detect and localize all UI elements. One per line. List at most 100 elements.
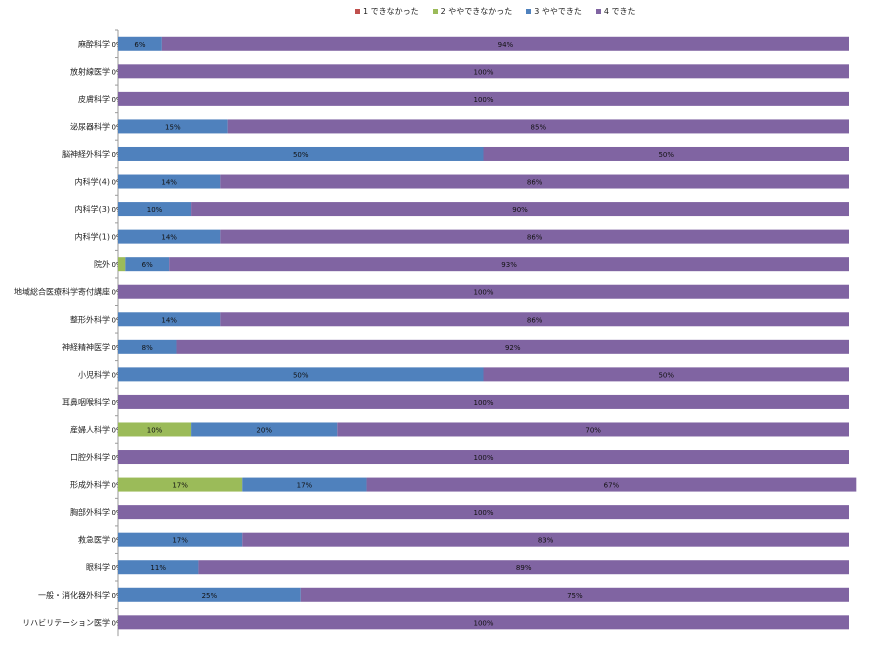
bar-segment-series-3 [118, 312, 221, 327]
legend-item-3: 3 ややできた [526, 6, 582, 17]
bar-segment-series-4 [118, 91, 849, 106]
bar-segment-series-4 [169, 257, 850, 272]
category-label: 眼科学 [86, 562, 110, 572]
data-label: 86% [527, 234, 543, 242]
category-label: 院外 [94, 259, 110, 269]
bar-segment-series-4 [118, 615, 849, 630]
data-label: 14% [161, 234, 177, 242]
bar-segment-series-4 [161, 36, 850, 51]
data-label: 0% [111, 41, 122, 49]
bar-segment-series-4 [483, 146, 849, 161]
legend-label-3: 3 ややできた [534, 7, 582, 16]
bar-segment-series-4 [118, 64, 849, 79]
data-label: 0% [111, 344, 122, 352]
data-label: 70% [585, 426, 601, 434]
bar-segment-series-4 [242, 532, 849, 547]
data-label: 86% [527, 316, 543, 324]
bar-segment-series-4 [191, 202, 850, 217]
bar-segment-series-3 [118, 532, 243, 547]
data-label: 8% [142, 344, 153, 352]
legend-item-4: 4 できた [595, 6, 636, 17]
data-label: 100% [473, 68, 493, 76]
bar-segment-series-2 [118, 477, 243, 492]
category-label: 耳鼻咽喉科学 [62, 397, 110, 407]
data-label: 15% [165, 123, 181, 131]
data-label: 0% [111, 426, 122, 434]
bar-segment-series-3 [118, 587, 301, 602]
bar-segment-series-3 [118, 146, 484, 161]
bar-segment-series-4 [227, 119, 849, 134]
data-label: 6% [134, 41, 145, 49]
chart-legend: 1 できなかった 2 ややできなかった 3 ややできた 4 できた [355, 6, 636, 17]
data-label: 0% [111, 564, 122, 572]
data-label: 10% [147, 206, 163, 214]
bar-segment-series-3 [118, 119, 228, 134]
bar-segment-series-3 [118, 174, 221, 189]
data-label: 100% [473, 289, 493, 297]
bar-segment-series-2 [118, 422, 192, 437]
data-label: 11% [150, 564, 166, 572]
data-label: 50% [293, 151, 309, 159]
category-label: 泌尿器科学 [70, 121, 110, 131]
bar-segment-series-3 [118, 36, 162, 51]
legend-swatch-2 [432, 9, 438, 14]
category-label: 内科学(1) [75, 232, 110, 242]
legend-label-4: 4 できた [603, 7, 636, 16]
data-label: 0% [111, 179, 122, 187]
data-label: 100% [473, 454, 493, 462]
bar-segment-series-4 [337, 422, 849, 437]
bar-segment-series-2 [118, 257, 126, 272]
bar-segment-series-3 [242, 477, 367, 492]
legend-swatch-3 [526, 9, 532, 14]
legend-swatch-4 [595, 9, 601, 14]
bar-segment-series-4 [198, 560, 849, 575]
data-label: 100% [473, 399, 493, 407]
bar-segment-series-3 [118, 560, 199, 575]
bar-segment-series-4 [220, 174, 850, 189]
bar-segment-series-3 [118, 367, 484, 382]
data-label: 0% [111, 619, 122, 627]
data-label: 10% [147, 426, 163, 434]
legend-item-2: 2 ややできなかった [432, 6, 513, 17]
bar-segment-series-3 [118, 339, 177, 354]
data-label: 0% [111, 234, 122, 242]
data-label: 0% [111, 371, 122, 379]
bar-segment-series-4 [220, 229, 850, 244]
category-label: 整形外科学 [70, 314, 110, 324]
data-label: 14% [161, 179, 177, 187]
data-label: 17% [297, 482, 313, 490]
data-label: 0% [111, 96, 122, 104]
bar-segment-series-3 [191, 422, 338, 437]
data-label: 14% [161, 316, 177, 324]
data-label: 0% [111, 454, 122, 462]
legend-label-2: 2 ややできなかった [440, 7, 513, 16]
category-label: 一般・消化器外科学 [38, 590, 110, 600]
category-label: 産婦人科学 [70, 424, 110, 434]
data-label: 0% [111, 123, 122, 131]
data-label: 0% [111, 151, 122, 159]
legend-label-1: 1 できなかった [363, 7, 419, 16]
data-label: 93% [501, 261, 517, 269]
data-label: 100% [473, 619, 493, 627]
data-label: 0% [111, 261, 122, 269]
data-label: 20% [256, 426, 272, 434]
bar-segment-series-3 [118, 229, 221, 244]
category-label: 内科学(3) [75, 204, 110, 214]
legend-swatch-1 [355, 9, 360, 14]
data-label: 100% [473, 509, 493, 517]
data-label: 0% [111, 206, 122, 214]
data-label: 90% [512, 206, 528, 214]
data-label: 0% [111, 592, 122, 600]
category-label: 小児科学 [78, 369, 110, 379]
data-label: 25% [202, 592, 218, 600]
data-label: 0% [111, 68, 122, 76]
bar-segment-series-3 [125, 257, 170, 272]
category-label: リハビリテーション医学 [22, 617, 110, 627]
data-label: 75% [567, 592, 583, 600]
data-label: 6% [142, 261, 153, 269]
bar-segment-series-3 [118, 202, 192, 217]
data-label: 94% [498, 41, 514, 49]
category-label: 神経精神医学 [62, 342, 110, 352]
category-label: 地域総合医療科学寄付講座 [14, 287, 110, 297]
